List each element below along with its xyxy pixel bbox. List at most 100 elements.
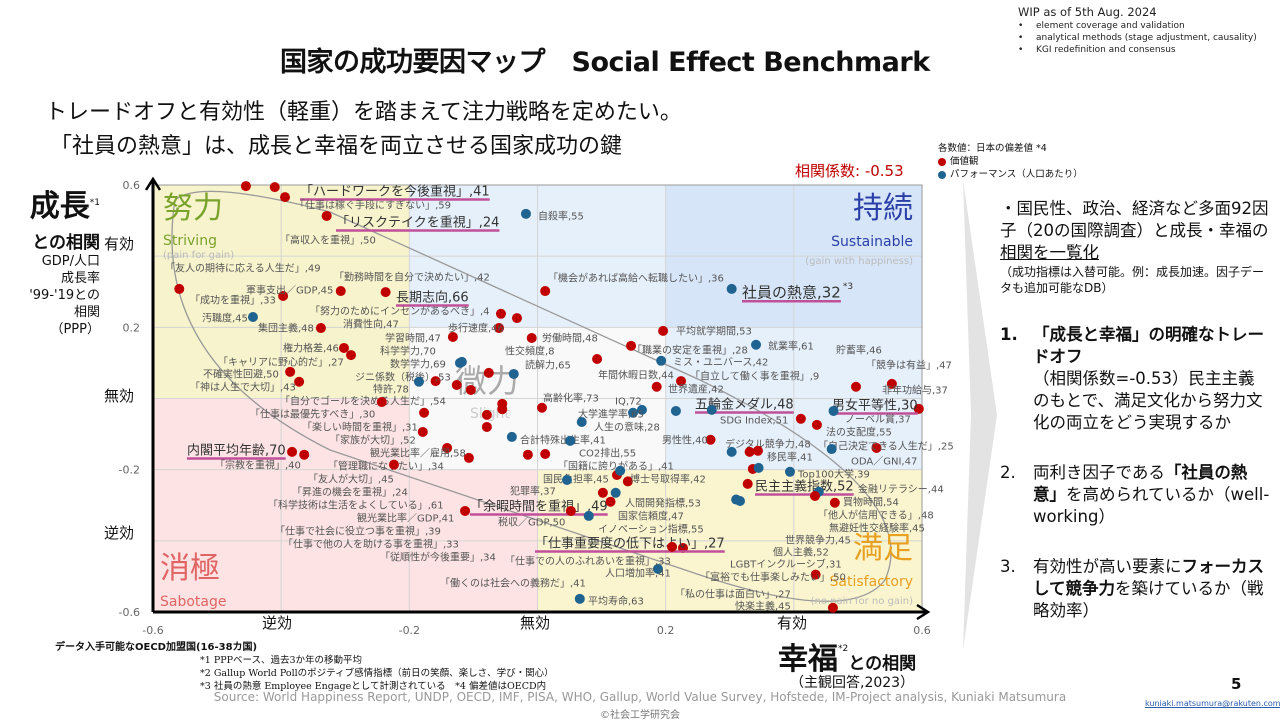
performance-point — [615, 465, 626, 476]
value-point — [540, 286, 551, 297]
point-label: 長期志向,66 — [396, 290, 469, 306]
x-desc: （主観回答,2023） — [790, 675, 915, 691]
value-point — [522, 449, 533, 460]
performance-point — [508, 368, 519, 379]
value-point — [380, 287, 391, 298]
y-axis-title: 成長*1 との相関 GDP/人口 成長率 '99-'19との 相関 （PPP） — [10, 186, 100, 338]
point-label: 学習時間,47 — [385, 332, 441, 345]
y-title-note: *1 — [89, 198, 100, 208]
trend-curve — [171, 190, 892, 602]
point-label: ノーベル賞,37 — [845, 413, 911, 426]
point-label: 性交頻度,8 — [505, 345, 555, 358]
point-label: 「働くのは社会への義務だ」,41 — [440, 577, 586, 590]
satisfactory-label: 満足 — [853, 531, 913, 566]
point-label: 「リスクテイクを重視」,24 — [336, 215, 499, 231]
y-title: 成長 — [29, 189, 90, 224]
footnote-2: *2 Gallup World Pollのポジティブ感情指標（前日の笑顔、楽しさ… — [200, 668, 554, 679]
email-link[interactable]: kuniaki.matsumura@rakuten.com — [1145, 699, 1280, 708]
x-tick-label: -0.6 — [142, 624, 163, 637]
sabotage-label: 消極 — [160, 551, 220, 586]
page-title: 国家の成功要因マップ Social Effect Benchmark — [280, 47, 930, 78]
red-dot-icon — [938, 157, 946, 166]
value-point — [809, 490, 820, 501]
value-point — [240, 181, 251, 192]
point-label: 年間休暇日数,44 — [598, 369, 674, 382]
point-label: 「自己決定できる人生だ」,25 — [818, 440, 954, 453]
subtitle-line-1: トレードオフと有効性（軽重）を踏まえて注力戦略を定めたい。 — [45, 100, 682, 125]
legend: 各数値：日本の偏差値 *4 価値観 パフォーマンス（人口あたり） — [938, 142, 1083, 181]
value-point — [526, 333, 537, 344]
y-tick-label: -0.6 — [119, 606, 140, 619]
value-point — [280, 192, 291, 203]
x-level-effective: 有効 — [777, 614, 808, 632]
point-label: 個人主義,52 — [773, 546, 829, 559]
x-level-none: 無効 — [520, 614, 551, 632]
x-title-note: *2 — [838, 644, 849, 654]
wip-title: WIP as of 5th Aug. 2024 — [1018, 5, 1157, 19]
y-tick-label: 0.2 — [123, 321, 141, 334]
value-point — [376, 397, 387, 408]
value-point — [565, 505, 576, 516]
x-tick-label: -0.2 — [399, 624, 420, 637]
value-point — [294, 376, 305, 387]
legend-title: 各数値：日本の偏差値 *4 — [938, 143, 1047, 154]
performance-point — [656, 355, 667, 366]
chevron-arrow-icon — [963, 180, 997, 650]
value-point — [540, 449, 551, 460]
right-panel: ・国民性、政治、経済など多面92因子（20の国際調査）と成長・幸福の相関を一覧化… — [1000, 198, 1270, 622]
point-label: 「キャリアに野心的だ」,27 — [218, 356, 344, 369]
point-label: 移民率,41 — [767, 451, 813, 464]
value-point — [913, 403, 924, 414]
point-label: 男女平等性,30 — [832, 398, 918, 414]
point-label: 快楽主義,45 — [735, 600, 791, 613]
point-label: IQ,72 — [615, 397, 642, 408]
point-label: 内閣平均年齢,70 — [187, 443, 286, 459]
point-label: 法の支配度,55 — [826, 426, 892, 439]
value-point — [419, 407, 430, 418]
performance-point — [670, 405, 681, 416]
performance-point — [652, 563, 663, 574]
point-label: 平均寿命,63 — [588, 595, 644, 608]
point-label: 世界遺産,42 — [668, 383, 724, 396]
point-text: を高められているか（well-working） — [1033, 485, 1270, 526]
performance-point — [731, 494, 742, 505]
point-label: 集団主義,48 — [258, 322, 314, 335]
sample-note: データ入手可能なOECD加盟国(16-38カ国) — [55, 642, 258, 653]
point-label: 税収／GDP,50 — [498, 516, 565, 529]
point-label: 「管理職になりたい」,34 — [328, 460, 444, 473]
point-label: 「宗教を重視」,40 — [215, 459, 301, 472]
value-point — [451, 379, 462, 390]
point-label: 「私の仕事は面白い」,27 — [675, 588, 791, 601]
y-sub: との相関 — [32, 233, 100, 253]
point-label: 数学学力,69 — [390, 358, 446, 371]
y-level-effective: 有効 — [104, 235, 135, 253]
wip-item: element coverage and validation — [1018, 20, 1257, 32]
point-label: 買物時間,54 — [843, 496, 899, 509]
point-label: 「仕事で社会に役立つ事を重視」,39 — [275, 525, 441, 538]
value-point — [463, 452, 474, 463]
y-tick-label: -0.2 — [119, 464, 140, 477]
value-point — [299, 449, 310, 460]
performance-point — [627, 407, 638, 418]
x-sub: との相関 — [848, 654, 917, 674]
point-text: （相関係数=-0.53）民主主義のもとで、満足文化から努力文化の両立をどう実現す… — [1033, 369, 1263, 432]
point-label: 「友人が大切」,45 — [308, 473, 394, 486]
point-label: 社員の熱意,32 — [742, 283, 841, 301]
y-desc: （PPP） — [50, 322, 100, 337]
y-desc: '99-'19との — [29, 288, 100, 303]
value-point — [278, 291, 289, 302]
point-label: 歩行速度,46 — [448, 322, 504, 335]
sustainable-en: Sustainable — [831, 234, 913, 250]
point-label: ミス・ユニバース,42 — [673, 357, 768, 369]
point-label: 「友人の期待に応える人生だ」,49 — [165, 262, 321, 275]
striving-note: (pain for gain) — [163, 250, 234, 261]
point-label: 「成功を重視」,33 — [190, 294, 276, 307]
point-label: 高齢化率,73 — [543, 392, 599, 405]
point-label: 「仕事で他の人を助ける事を重視」,33 — [283, 538, 459, 551]
value-point — [481, 409, 492, 420]
y-axis-arrow-icon — [144, 176, 162, 191]
performance-point — [726, 283, 737, 294]
performance-point — [413, 376, 424, 387]
value-point — [417, 426, 428, 437]
